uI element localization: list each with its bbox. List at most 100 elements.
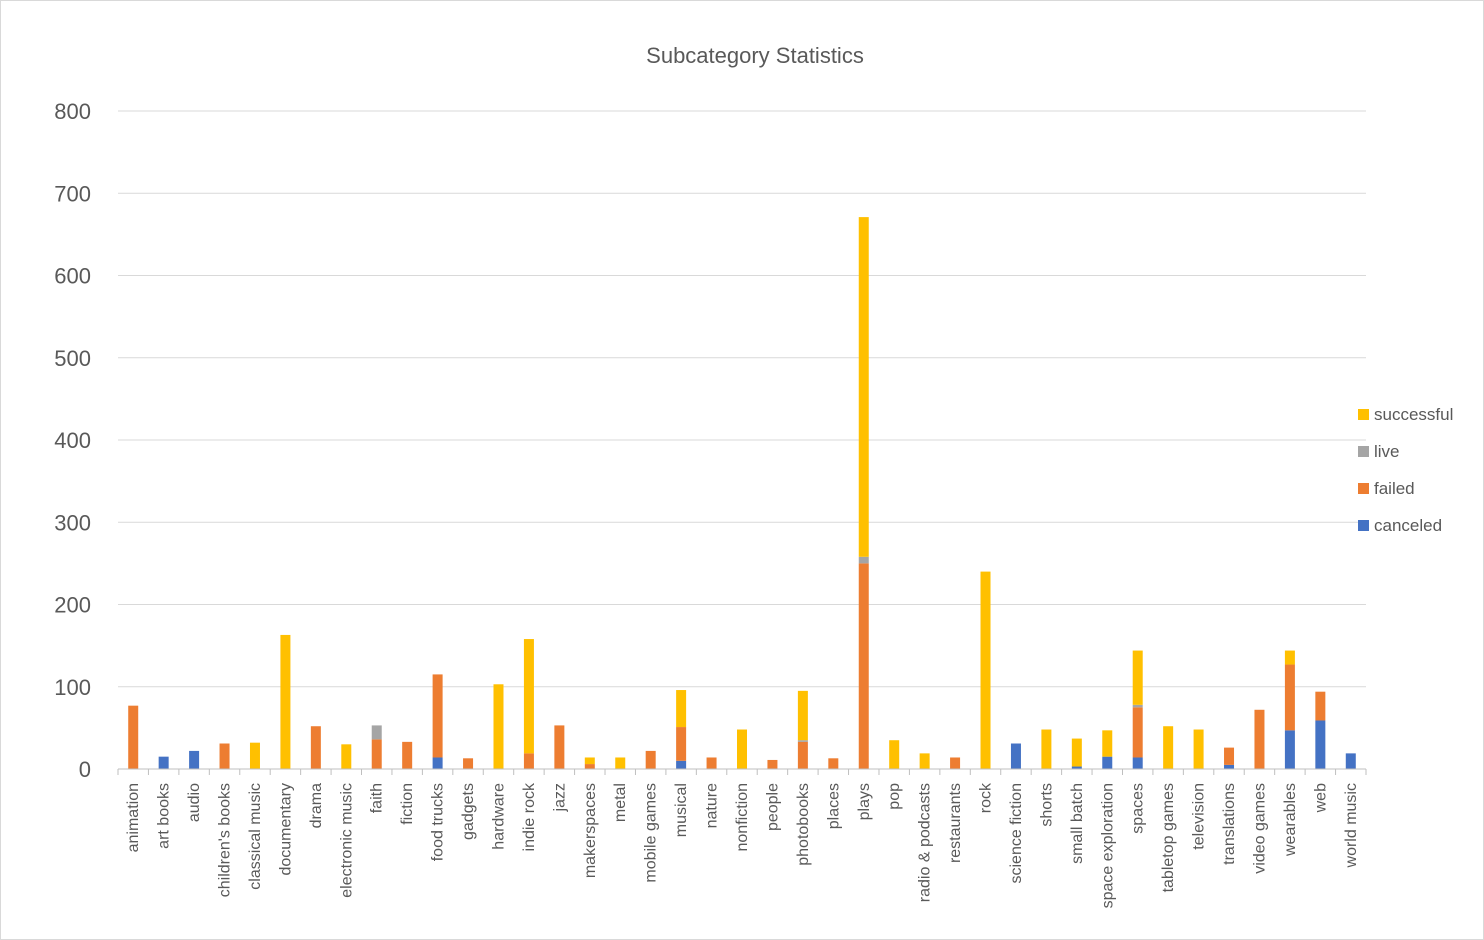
bar-failed	[310, 726, 321, 769]
bar-successful	[584, 757, 595, 765]
bar-failed	[1254, 709, 1265, 769]
x-tick-label: makerspaces	[582, 783, 599, 878]
legend: successful live failed canceled	[1358, 405, 1453, 535]
bar-failed	[584, 764, 595, 769]
x-tick-label: electronic music	[338, 783, 355, 898]
bar-successful	[1041, 729, 1052, 769]
bar-canceled	[158, 756, 169, 769]
x-tick-label: drama	[308, 783, 325, 828]
bar-successful	[341, 744, 352, 769]
bar-failed	[554, 725, 565, 769]
x-tick-label: audio	[186, 783, 203, 822]
bar-failed	[432, 674, 443, 758]
bar-successful	[280, 634, 291, 769]
bar-failed	[828, 758, 839, 769]
bar-successful	[1193, 729, 1204, 769]
bar-failed	[797, 741, 808, 769]
x-tick-label: documentary	[277, 783, 294, 876]
x-tick-label: web	[1312, 783, 1329, 813]
bar-failed	[1315, 691, 1326, 721]
x-tick-label: gadgets	[460, 783, 477, 840]
y-tick-label: 300	[54, 510, 91, 535]
x-tick-label: translations	[1221, 783, 1238, 865]
bar-failed	[950, 757, 961, 769]
x-tick-label: food trucks	[430, 783, 447, 861]
bar-successful	[1102, 730, 1113, 757]
x-tick-label: indie rock	[521, 782, 538, 851]
bars	[128, 217, 1356, 769]
x-tick-label: children's books	[217, 783, 234, 897]
bar-canceled	[189, 750, 200, 769]
bar-failed	[858, 563, 869, 769]
bar-canceled	[1010, 743, 1021, 769]
bar-live	[858, 556, 869, 564]
bar-canceled	[1132, 757, 1143, 769]
legend-swatch-successful	[1358, 409, 1369, 420]
legend-swatch-live	[1358, 446, 1369, 457]
chart-title: Subcategory Statistics	[646, 43, 864, 68]
x-tick-label: fiction	[399, 783, 416, 825]
x-tick-label: plays	[856, 783, 873, 820]
x-tick-label: restaurants	[947, 783, 964, 863]
x-tick-label: mobile games	[643, 783, 660, 883]
bar-successful	[523, 639, 534, 754]
y-tick-label: 800	[54, 99, 91, 124]
x-tick-label: nonfiction	[734, 783, 751, 852]
y-tick-label: 500	[54, 346, 91, 371]
bar-canceled	[676, 760, 687, 769]
bar-failed	[1224, 747, 1235, 765]
bar-canceled	[1102, 756, 1113, 769]
x-tick-label: television	[1191, 783, 1208, 850]
bar-failed	[767, 759, 778, 769]
bar-successful	[1132, 650, 1143, 705]
x-tick-label: photobooks	[795, 783, 812, 866]
gridlines	[118, 110, 1366, 688]
x-axis	[117, 768, 1367, 775]
x-tick-label: faith	[369, 783, 386, 813]
x-tick-label: places	[825, 783, 842, 829]
bar-failed	[1132, 707, 1143, 758]
x-tick-label: people	[764, 783, 781, 831]
legend-swatch-canceled	[1358, 520, 1369, 531]
legend-label-failed: failed	[1374, 479, 1415, 498]
bar-successful	[249, 742, 260, 769]
bar-failed	[219, 743, 230, 769]
bar-successful	[676, 690, 687, 728]
x-tick-label: musical	[673, 783, 690, 837]
bar-failed	[371, 739, 382, 769]
y-tick-label: 200	[54, 593, 91, 618]
bar-live	[371, 725, 382, 740]
x-tick-label: animation	[125, 783, 142, 852]
bar-canceled	[1315, 720, 1326, 769]
bar-failed	[523, 753, 534, 769]
y-tick-label: 600	[54, 264, 91, 289]
bar-successful	[1163, 726, 1174, 769]
bar-successful	[1071, 738, 1082, 767]
legend-label-canceled: canceled	[1374, 516, 1442, 535]
y-tick-label: 0	[79, 757, 91, 782]
bar-live	[797, 740, 808, 742]
y-tick-label: 100	[54, 675, 91, 700]
bar-failed	[645, 750, 656, 769]
bar-canceled	[1345, 753, 1356, 769]
bar-canceled	[432, 757, 443, 769]
x-tick-label: jazz	[551, 783, 568, 812]
bar-successful	[797, 690, 808, 741]
bar-canceled	[1224, 764, 1235, 769]
x-tick-label: radio & podcasts	[917, 783, 934, 902]
x-tick-label: wearables	[1282, 783, 1299, 857]
bar-successful	[919, 753, 930, 769]
y-tick-label: 700	[54, 181, 91, 206]
x-tick-label: spaces	[1130, 783, 1147, 834]
x-tick-label: classical music	[247, 783, 264, 890]
x-tick-label: video games	[1251, 783, 1268, 874]
bar-successful	[1284, 650, 1295, 665]
bar-successful	[980, 571, 991, 769]
legend-label-live: live	[1374, 442, 1400, 461]
bar-failed	[128, 705, 139, 769]
legend-swatch-failed	[1358, 483, 1369, 494]
x-tick-label: shorts	[1038, 783, 1055, 827]
x-tick-label: space exploration	[1099, 783, 1116, 908]
